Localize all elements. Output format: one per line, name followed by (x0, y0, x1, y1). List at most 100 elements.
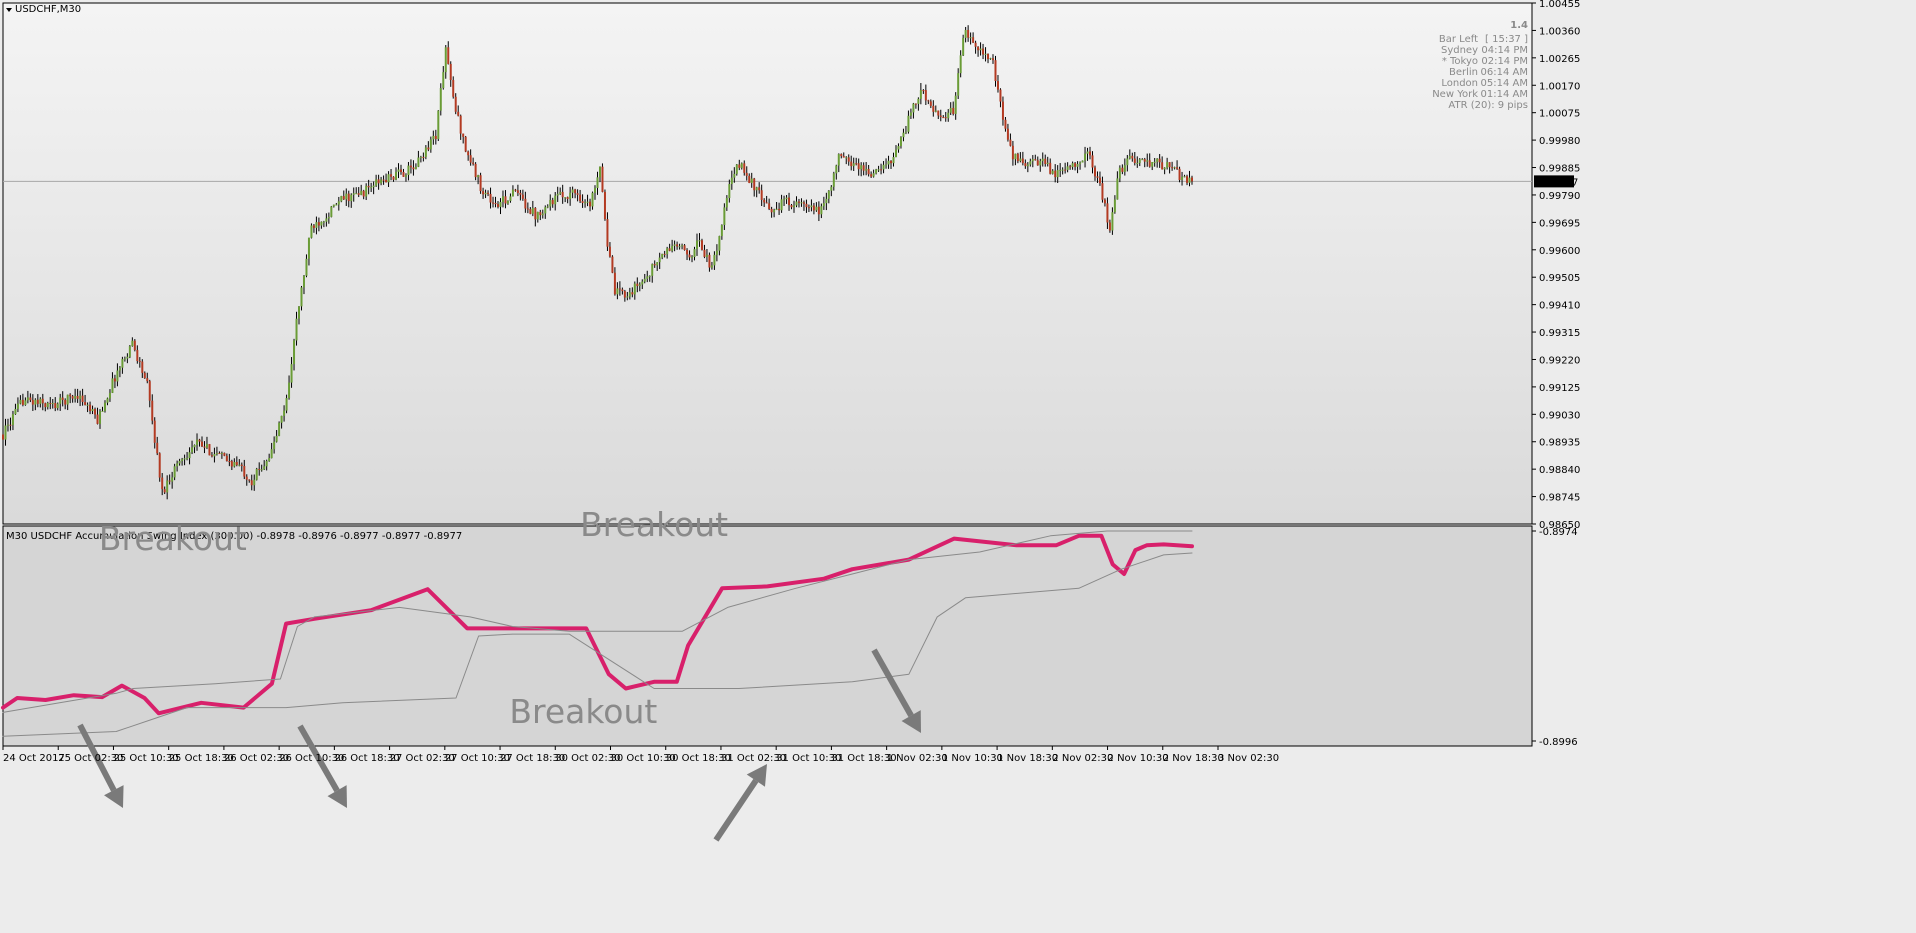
candle-body (934, 110, 937, 112)
candle-body (447, 47, 450, 64)
candle-body (295, 318, 298, 341)
candle-body (497, 204, 500, 207)
candle-body (613, 272, 616, 295)
candle-body (872, 173, 875, 177)
candle-body (1143, 159, 1146, 162)
candle-body (822, 203, 825, 207)
candle-body (399, 169, 402, 173)
candle-body (676, 244, 679, 247)
candle-body (591, 192, 594, 207)
candle-body (870, 174, 873, 177)
candle-body (648, 275, 651, 277)
candle-body (551, 199, 554, 205)
candle-body (4, 425, 7, 440)
candle-body (111, 378, 114, 393)
candle-body (962, 37, 965, 56)
candle-body (1131, 155, 1134, 159)
info-row-value: 01:14 AM (1481, 89, 1528, 100)
candle-body (549, 199, 552, 207)
time-axis-label: 27 Oct 10:30 (445, 753, 510, 764)
candle-body (942, 117, 945, 119)
candle-body (1026, 164, 1029, 167)
breakout-arrow (871, 648, 914, 718)
candle-body (1041, 158, 1044, 162)
candle-body (608, 246, 611, 257)
price-axis-label: 0.98745 (1539, 493, 1580, 504)
candle-body (126, 356, 129, 359)
candle-body (255, 468, 258, 480)
candle-body (1081, 160, 1084, 163)
candle-body (439, 88, 442, 111)
candle-body (673, 244, 676, 246)
candle-body (686, 249, 689, 255)
info-row-value: 05:14 AM (1481, 78, 1528, 89)
candle-body (243, 465, 246, 477)
candle-body (623, 291, 626, 298)
candle-body (1016, 153, 1019, 162)
candle-body (148, 381, 151, 401)
candle-body (967, 29, 970, 38)
candle-body (1188, 177, 1191, 183)
candle-body (723, 207, 726, 226)
candle-body (954, 95, 957, 114)
candle-body (26, 397, 29, 401)
candle-body (944, 117, 947, 119)
candle-body (1118, 167, 1121, 179)
candle-body (59, 397, 62, 404)
candle-body (477, 175, 480, 178)
candle-body (69, 394, 72, 397)
candle-body (1123, 165, 1126, 172)
candle-body (710, 265, 713, 268)
candle-body (646, 276, 649, 279)
candle-body (932, 105, 935, 112)
candle-body (785, 197, 788, 200)
time-axis-label: 31 Oct 10:30 (776, 753, 841, 764)
candle-body (1051, 170, 1054, 174)
candle-body (158, 453, 161, 478)
candle-body (467, 151, 470, 156)
candle-body (974, 42, 977, 47)
candle-body (748, 175, 751, 184)
candle-body (1136, 162, 1139, 164)
candle-body (459, 115, 462, 134)
candle-body (327, 216, 330, 219)
candle-body (196, 439, 199, 445)
candle-body (661, 253, 664, 258)
candle-body (1116, 178, 1119, 200)
candle-body (1141, 159, 1144, 161)
candle-body (977, 46, 980, 51)
candle-body (335, 204, 338, 206)
candle-body (753, 178, 756, 191)
candle-body (730, 177, 733, 185)
candle-body (862, 165, 865, 171)
candle-body (1168, 162, 1171, 168)
candle-body (322, 221, 325, 223)
time-axis-label: 26 Oct 10:30 (279, 753, 344, 764)
candle-body (743, 163, 746, 173)
main-chart-area (2, 2, 1533, 525)
time-axis-label: 30 Oct 02:30 (555, 753, 620, 764)
candle-body (253, 479, 256, 486)
candle-body (1091, 155, 1094, 168)
candle-body (1021, 158, 1024, 164)
candle-body (994, 60, 997, 82)
candle-body (248, 479, 251, 481)
candle-body (1106, 203, 1109, 223)
candle-body (621, 289, 624, 292)
candle-body (419, 156, 422, 158)
candle-body (432, 135, 435, 140)
candle-body (2, 434, 4, 440)
candle-body (422, 156, 425, 158)
info-row-label: New York (1432, 89, 1478, 100)
candle-body (1034, 159, 1037, 161)
candle-body (1103, 199, 1106, 204)
candle-body (698, 240, 701, 242)
candle-body (579, 194, 582, 202)
candle-body (875, 169, 878, 174)
candle-body (39, 398, 42, 404)
candle-body (240, 464, 243, 466)
time-axis-label: 25 Oct 10:30 (113, 753, 178, 764)
candle-body (305, 258, 308, 276)
